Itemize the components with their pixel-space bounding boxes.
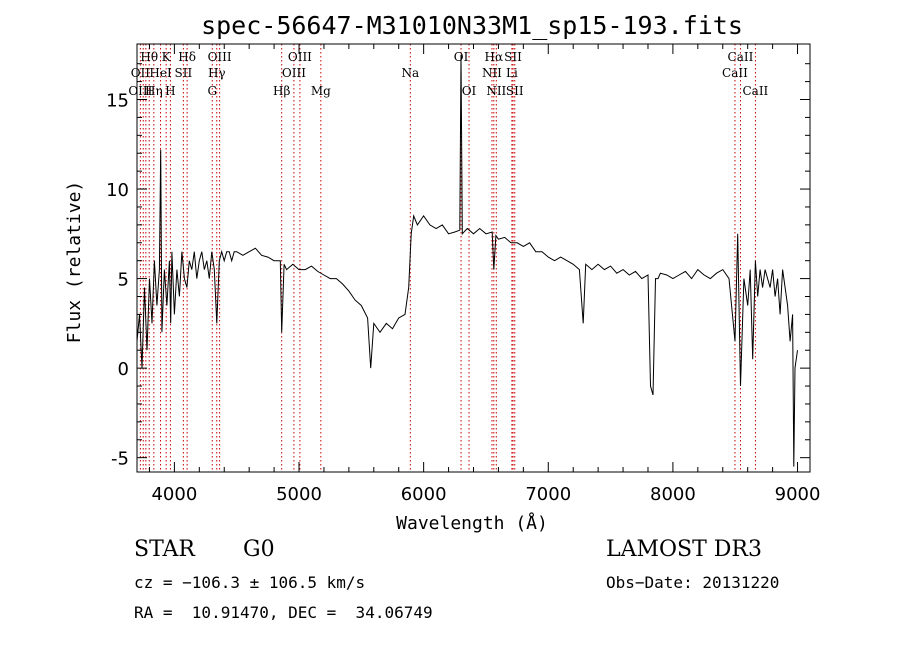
line-label: Hδ (178, 50, 196, 64)
line-label: SII (175, 66, 193, 80)
y-tick-label: 0 (118, 359, 129, 380)
line-label: SII (504, 50, 522, 64)
line-label: Na (401, 66, 419, 80)
chart-title: spec-56647-M31010N33M1_sp15-193.fits (201, 11, 743, 40)
line-label: G (207, 84, 217, 98)
line-label: OIII (288, 50, 312, 64)
line-label: OIII (128, 84, 152, 98)
line-label: Hη (145, 84, 163, 98)
x-tick-label: 4000 (151, 484, 197, 505)
line-label: Li (506, 66, 518, 80)
line-label: NII (482, 66, 502, 80)
obs-date: Obs−Date: 20131220 (606, 573, 780, 592)
line-label: K (162, 50, 172, 64)
x-tick-label: 6000 (401, 484, 447, 505)
line-label: HeI (149, 66, 172, 80)
x-axis-label: Wavelength (Å) (396, 512, 548, 534)
line-label: NII (486, 84, 506, 98)
line-label: Hθ (140, 50, 158, 64)
y-tick-label: 10 (106, 180, 129, 201)
line-label: OIII (208, 50, 232, 64)
line-label: Mg (311, 84, 331, 98)
coordinates: RA = 10.91470, DEC = 34.06749 (134, 603, 433, 622)
x-tick-label: 5000 (276, 484, 322, 505)
y-tick-label: -5 (111, 449, 129, 470)
plot-frame (136, 43, 811, 473)
x-tick-label: 7000 (525, 484, 571, 505)
y-axis-label: Flux (relative) (64, 181, 85, 344)
line-label: Hβ (273, 84, 290, 98)
spectrum-line (136, 54, 798, 467)
y-tick-label: 5 (118, 270, 129, 291)
spectrum-chart: spec-56647-M31010N33M1_sp15-193.fits Hθ K… (64, 11, 821, 534)
survey-name: LAMOST DR3 (606, 537, 762, 562)
x-tick-label: 8000 (650, 484, 696, 505)
line-label: OIII (282, 66, 306, 80)
marker-lines (139, 44, 756, 472)
line-label: OI (462, 84, 477, 98)
line-label: Hγ (208, 66, 226, 80)
line-label: CaII (722, 66, 748, 80)
spectral-subclass: G0 (243, 537, 275, 562)
line-label: CaII (742, 84, 768, 98)
object-class: STAR (134, 537, 195, 562)
y-tick-label: 15 (106, 91, 129, 112)
y-axis: -5 0 5 10 15 (106, 63, 810, 470)
line-label: Hα (485, 50, 504, 64)
line-label: CaII (728, 50, 754, 64)
redshift-readout: cz = −106.3 ± 106.5 km/s (134, 573, 366, 592)
line-label: H (165, 84, 175, 98)
line-label: SII (506, 84, 524, 98)
x-tick-label: 9000 (775, 484, 821, 505)
x-axis: 4000 5000 6000 7000 8000 9000 (148, 44, 821, 505)
line-label: OII (131, 66, 151, 80)
